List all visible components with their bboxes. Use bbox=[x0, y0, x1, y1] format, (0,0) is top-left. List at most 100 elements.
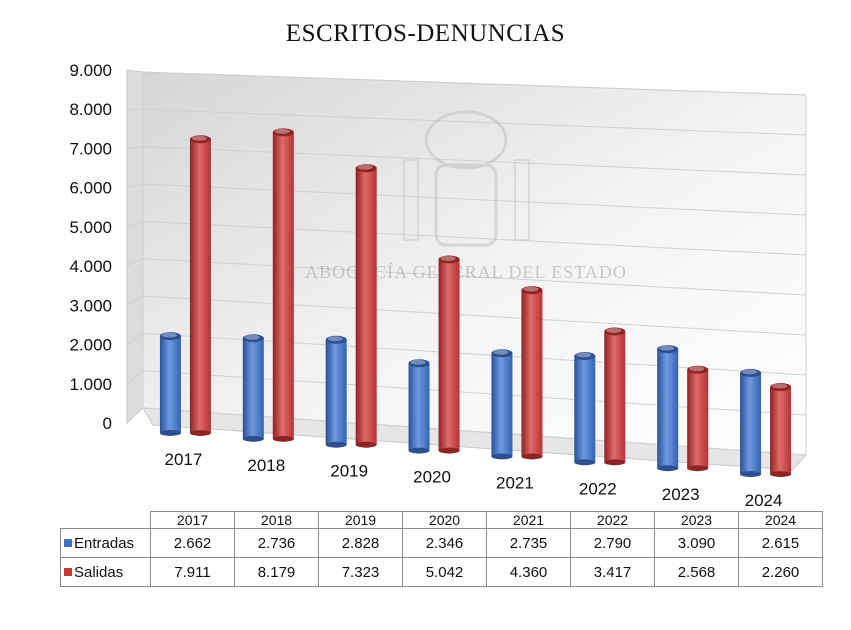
bar-salidas-2020-cap bbox=[438, 255, 460, 264]
bar-salidas-2024-body bbox=[770, 387, 792, 475]
bar-salidas-2019-base bbox=[355, 441, 377, 448]
table-year-header: 2024 bbox=[738, 511, 823, 529]
table-cell: 8.179 bbox=[234, 557, 319, 587]
table-cell: 2.615 bbox=[738, 528, 823, 558]
x-tick-label: 2024 bbox=[745, 491, 783, 510]
bar-entradas-2019-base bbox=[325, 441, 347, 448]
bar-entradas-2021 bbox=[491, 349, 513, 460]
bar-salidas-2022-shine bbox=[606, 327, 622, 333]
watermark: ABOGACÍA GENERAL DEL ESTADO bbox=[305, 110, 627, 282]
bar-entradas-2024-body bbox=[740, 372, 762, 475]
bar-salidas-2022-body bbox=[604, 331, 626, 463]
bar-entradas-2020-base bbox=[408, 447, 430, 454]
bar-salidas-2021-cap bbox=[521, 286, 543, 295]
data-table: 2017 2018 2019 2020 2021 2022 2023 2024 Entradas… bbox=[60, 511, 823, 587]
y-tick-label: 0 bbox=[103, 414, 112, 433]
table-cell: 2.790 bbox=[570, 528, 655, 558]
y-tick-label: 8.000 bbox=[69, 100, 112, 119]
y-tick-label: 3.000 bbox=[69, 296, 112, 315]
gridline-side bbox=[126, 407, 144, 424]
table-cell: 7.911 bbox=[150, 557, 235, 587]
table-year-header: 2020 bbox=[402, 511, 487, 529]
table-row: Entradas 2.662 2.736 2.828 2.346 2.735 2.790 3.… bbox=[60, 528, 823, 558]
plot-area: ABOGACÍA GENERAL DEL ESTADO 0 1.000 2.000 3.… bbox=[69, 61, 808, 510]
bar-entradas-2022-base bbox=[574, 459, 596, 466]
bar-entradas-2018-shine bbox=[244, 334, 260, 340]
table-corner bbox=[61, 512, 151, 529]
bar-entradas-2024 bbox=[740, 368, 762, 478]
table-cell: 2.346 bbox=[402, 528, 487, 558]
y-tick-label: 2.000 bbox=[69, 336, 112, 355]
x-tick-label: 2017 bbox=[165, 450, 203, 469]
gridline bbox=[142, 71, 807, 96]
bar-salidas-2018-body bbox=[272, 132, 294, 439]
table-year-header: 2021 bbox=[486, 511, 571, 529]
bar-entradas-2020-body bbox=[408, 363, 430, 451]
table-cell: 3.417 bbox=[570, 557, 655, 587]
bar-entradas-2018-cap bbox=[242, 334, 264, 343]
table-cell: 2.260 bbox=[738, 557, 823, 587]
legend-label: Salidas bbox=[74, 563, 124, 581]
y-tick-label: 5.000 bbox=[69, 218, 112, 237]
bar-entradas-2021-base bbox=[491, 453, 513, 460]
table-year-header: 2022 bbox=[570, 511, 655, 529]
chart-title: ESCRITOS-DENUNCIAS bbox=[285, 20, 566, 47]
bar-salidas-2020-base bbox=[438, 447, 460, 454]
bar-salidas-2019 bbox=[355, 164, 377, 448]
bar-entradas-2017-body bbox=[159, 336, 181, 433]
bar-entradas-2018 bbox=[242, 334, 264, 442]
bar-salidas-2024-shine bbox=[772, 383, 788, 389]
bar-salidas-2017-cap bbox=[189, 135, 211, 144]
gridline bbox=[142, 220, 807, 256]
bar-salidas-2017 bbox=[189, 135, 211, 436]
bar-salidas-2020-shine bbox=[440, 255, 456, 261]
bar-salidas-2021 bbox=[521, 286, 543, 460]
bar-entradas-2020 bbox=[408, 359, 430, 454]
bar-salidas-2023-shine bbox=[689, 366, 705, 372]
x-tick-label: 2020 bbox=[413, 468, 451, 487]
bar-entradas-2021-shine bbox=[493, 349, 509, 355]
table-cell: 2.828 bbox=[318, 528, 403, 558]
bar-salidas-2018 bbox=[272, 128, 294, 442]
x-tick-label: 2023 bbox=[662, 485, 700, 504]
bar-entradas-2023-shine bbox=[659, 345, 675, 351]
table-row-label: Entradas bbox=[60, 528, 151, 558]
watermark-text: ABOGACÍA GENERAL DEL ESTADO bbox=[305, 261, 627, 282]
bar-entradas-2019 bbox=[325, 335, 347, 448]
legend-swatch bbox=[64, 567, 72, 576]
gridline bbox=[142, 295, 807, 336]
bar-salidas-2017-shine bbox=[191, 135, 207, 141]
bar-entradas-2021-body bbox=[491, 353, 513, 457]
table-cell: 2.568 bbox=[654, 557, 739, 587]
table-cell: 2.662 bbox=[150, 528, 235, 558]
bar-salidas-2022-cap bbox=[604, 327, 626, 336]
bar-entradas-2019-cap bbox=[325, 335, 347, 344]
bar-entradas-2017-shine bbox=[161, 332, 177, 338]
bar-salidas-2024-base bbox=[770, 471, 792, 478]
gridline-side bbox=[126, 220, 144, 228]
bar-salidas-2018-cap bbox=[272, 128, 294, 137]
x-tick-label: 2021 bbox=[496, 473, 534, 492]
bar-salidas-2017-base bbox=[189, 429, 211, 436]
gridline-side bbox=[126, 183, 144, 189]
gridline bbox=[142, 108, 807, 136]
bar-entradas-2024-shine bbox=[742, 369, 758, 375]
bar-entradas-2024-cap bbox=[740, 368, 762, 377]
seal-crown bbox=[424, 110, 508, 170]
bar-salidas-2021-base bbox=[521, 453, 543, 460]
bar-salidas-2021-shine bbox=[523, 286, 539, 292]
bar-entradas-2017-cap bbox=[159, 332, 181, 341]
table-row: Salidas 7.911 8.179 7.323 5.042 4.360 3.417 2.5… bbox=[60, 557, 823, 587]
table-year-header: 2019 bbox=[318, 511, 403, 529]
table-header-row: 2017 2018 2019 2020 2021 2022 2023 2024 bbox=[61, 511, 823, 529]
table-year-header: 2023 bbox=[654, 511, 739, 529]
bar-salidas-2023-body bbox=[687, 369, 709, 469]
bar-salidas-2023-cap bbox=[687, 365, 709, 374]
gridline-side bbox=[126, 332, 144, 345]
x-tick-label: 2022 bbox=[579, 479, 617, 498]
bar-entradas-2017-base bbox=[159, 429, 181, 436]
gridline-side bbox=[126, 370, 144, 385]
bar-salidas-2020-body bbox=[438, 259, 460, 451]
bar-entradas-2024-base bbox=[740, 471, 762, 478]
